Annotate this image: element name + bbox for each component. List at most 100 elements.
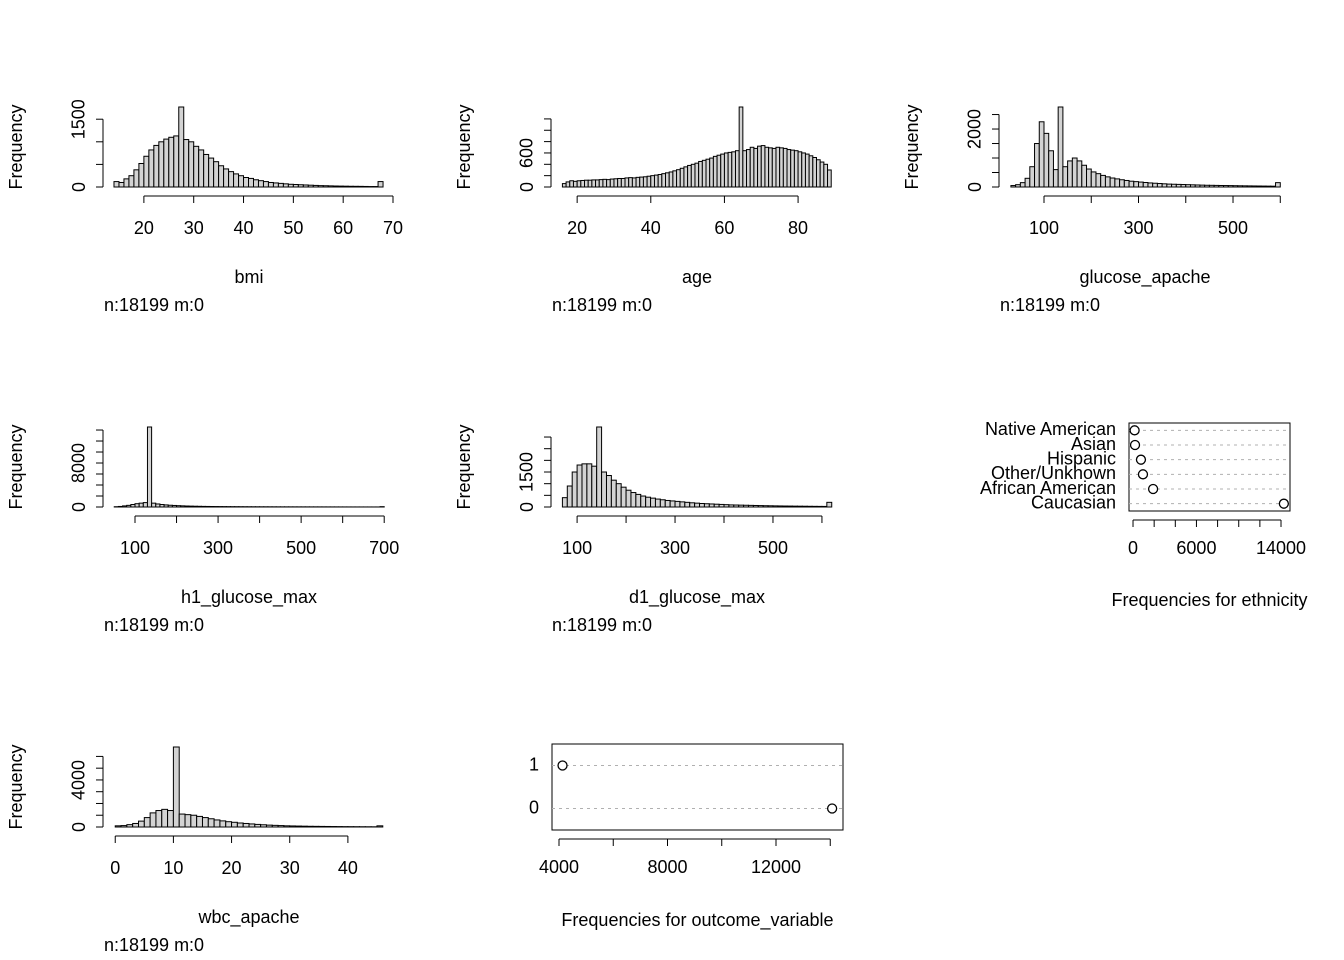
bar	[198, 149, 205, 188]
y-tick-label: 0	[517, 502, 537, 512]
bar	[133, 169, 140, 188]
bar	[317, 185, 324, 188]
bar	[117, 505, 124, 508]
x-tick-label: 0	[1128, 538, 1138, 558]
bar	[1067, 160, 1073, 188]
bar	[764, 146, 770, 188]
bar	[352, 185, 359, 188]
y-axis-title: Frequency	[454, 424, 474, 509]
x-tick-label: 300	[203, 538, 233, 558]
bar	[684, 501, 691, 508]
bar	[342, 185, 349, 188]
bar	[295, 825, 302, 828]
note: n:18199 m:0	[1000, 295, 1100, 315]
bar	[292, 184, 299, 188]
bar	[376, 825, 384, 828]
x-tick-label: 0	[110, 858, 120, 878]
bar	[762, 505, 769, 508]
note: n:18199 m:0	[552, 615, 652, 635]
bar	[193, 145, 200, 188]
bar	[661, 173, 667, 188]
bar	[277, 825, 285, 828]
bar	[640, 495, 647, 508]
bar	[149, 812, 157, 828]
bar	[591, 465, 598, 508]
bar	[183, 139, 190, 188]
bar	[591, 179, 597, 188]
bar	[752, 504, 759, 508]
bar	[712, 155, 718, 188]
bar	[718, 503, 725, 508]
y-axis-title: Frequency	[6, 424, 26, 509]
bar	[205, 505, 211, 508]
x-tick-label: 70	[383, 218, 403, 238]
dot	[1137, 469, 1149, 480]
y-tick-label: 2000	[965, 109, 985, 149]
bar	[223, 168, 230, 188]
bar	[272, 182, 279, 188]
bar	[782, 147, 788, 188]
bar	[327, 185, 334, 188]
bar	[1086, 168, 1092, 188]
bar	[1161, 183, 1168, 188]
bar	[571, 471, 578, 508]
bar	[176, 505, 182, 508]
bar	[1147, 182, 1154, 188]
bar	[180, 505, 186, 508]
bar	[218, 165, 225, 188]
x-tick-label: 700	[369, 538, 399, 558]
bar	[665, 172, 670, 188]
bar	[243, 177, 250, 188]
bar	[148, 149, 155, 188]
y-tick-label: 1500	[69, 99, 89, 139]
bar	[1119, 179, 1125, 188]
bar	[219, 820, 227, 828]
bar	[676, 169, 681, 188]
bar	[1128, 180, 1135, 188]
note: n:18199 m:0	[552, 295, 652, 315]
bar	[642, 176, 648, 188]
bar	[727, 151, 733, 188]
x-tick-label: 100	[562, 538, 592, 558]
bar	[142, 502, 148, 508]
bar	[723, 152, 729, 188]
bar	[1095, 173, 1102, 188]
category-label: 1	[529, 754, 539, 774]
bar	[654, 498, 661, 508]
bar	[262, 181, 269, 188]
category-label: Hispanic	[1047, 448, 1116, 468]
bar	[801, 505, 808, 508]
x-tick-label: 60	[333, 218, 353, 238]
bar	[172, 746, 180, 828]
bar	[815, 159, 821, 188]
bar	[1171, 183, 1177, 188]
bar	[797, 151, 803, 188]
x-tick-label: 20	[134, 218, 154, 238]
x-tick-label: 300	[1123, 218, 1153, 238]
bar	[324, 825, 331, 828]
bar	[1152, 182, 1158, 188]
x-tick-label: 40	[234, 218, 254, 238]
bar	[625, 489, 632, 508]
bar	[225, 821, 233, 828]
bar	[561, 183, 567, 188]
bar	[228, 171, 235, 188]
x-tick-label: 40	[338, 858, 358, 878]
bar	[1180, 184, 1187, 188]
bar	[705, 158, 711, 188]
bar	[713, 503, 720, 508]
y-axis-title: Frequency	[6, 104, 26, 189]
bar	[683, 166, 689, 188]
bar	[1071, 157, 1078, 188]
x-tick-label: 30	[280, 858, 300, 878]
bar	[743, 504, 749, 508]
dot	[1278, 498, 1290, 509]
bar	[668, 171, 674, 188]
bar	[134, 503, 140, 508]
bar	[1138, 181, 1144, 188]
bar	[173, 135, 180, 188]
category-label: Asian	[1071, 434, 1116, 454]
bar	[242, 822, 250, 828]
bar	[772, 505, 779, 508]
bar	[679, 167, 685, 188]
